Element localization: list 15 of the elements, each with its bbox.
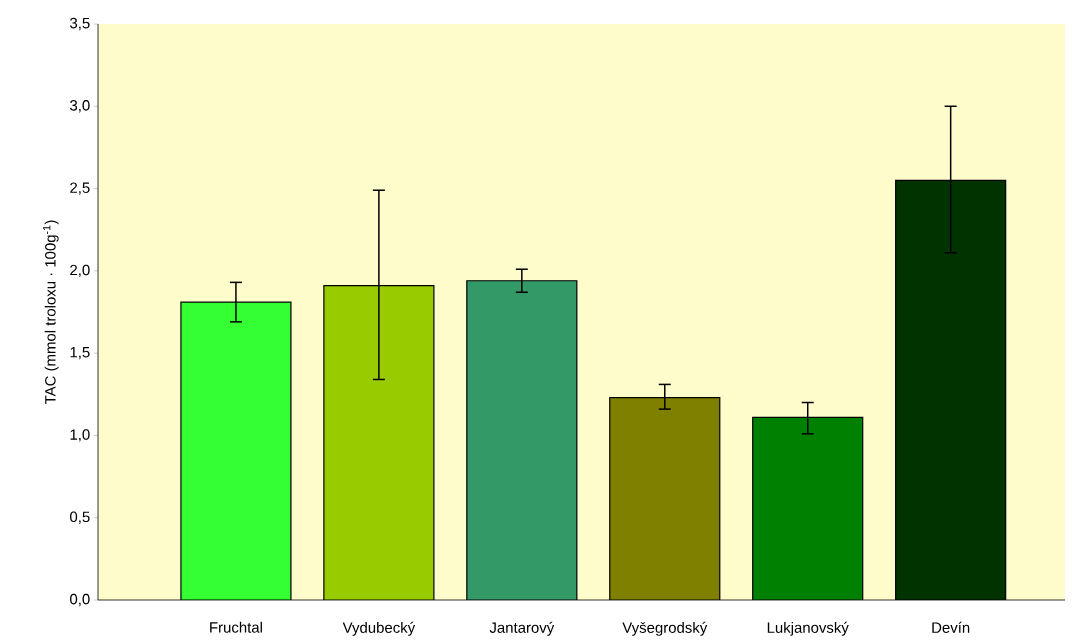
y-tick-label: 1,5 <box>70 347 90 360</box>
y-tick-label: 0,5 <box>70 511 90 524</box>
y-tick-label: 3,0 <box>70 100 90 113</box>
y-tick-label: 1,0 <box>70 429 90 442</box>
y-axis-title: TAC (mmol troloxu · 100g$^{-1}$) <box>43 220 59 405</box>
x-tick-label: Vyšegrodský <box>622 621 708 636</box>
x-tick-label: Jantarový <box>489 621 555 636</box>
x-tick-label: Devín <box>932 621 970 633</box>
x-tick-label: Vydubecký <box>342 621 416 636</box>
x-tick-label: Lukjanovský <box>767 621 849 636</box>
y-tick-label: 3,5 <box>70 17 90 31</box>
x-tick-label: Fruchtal <box>210 621 262 633</box>
y-tick-label: 2,0 <box>70 264 90 278</box>
y-tick-label: 2,5 <box>70 182 90 195</box>
y-tick-label: 0,0 <box>70 593 90 607</box>
